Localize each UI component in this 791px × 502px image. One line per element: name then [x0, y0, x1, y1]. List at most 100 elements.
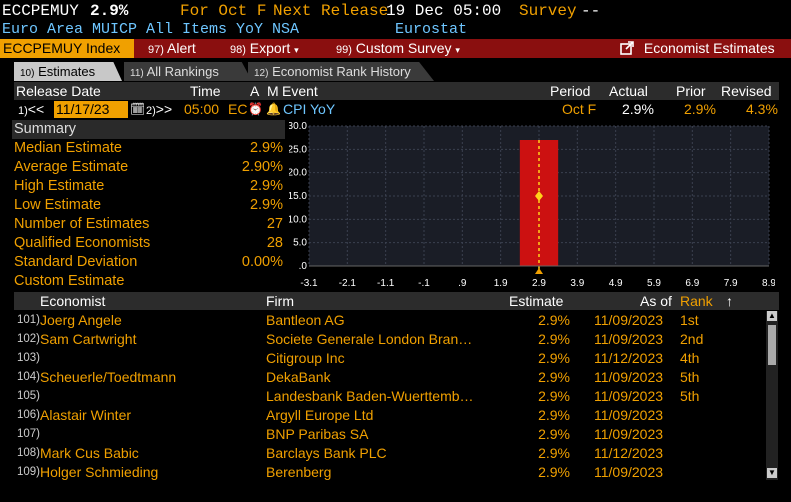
sort-arrow-icon[interactable]: ↑ [726, 293, 733, 309]
summary-row: Standard Deviation 0.00% [14, 254, 283, 270]
x-tick-label: 1.9 [494, 278, 508, 289]
tab-estimates[interactable]: 10) Estimates [14, 62, 122, 81]
x-tick-label: 6.9 [685, 278, 699, 289]
economist-estimates-button[interactable]: Economist Estimates [620, 39, 775, 58]
table-row[interactable]: 105) Landesbank Baden-Wuerttemb… 2.9% 11/09… [17, 388, 700, 404]
col-a[interactable]: A [250, 83, 260, 99]
summary-row: Number of Estimates 27 [14, 216, 283, 232]
release-date-input[interactable]: 11/17/23 [54, 101, 128, 118]
release-revised: 4.3% [746, 101, 778, 117]
col-actual[interactable]: Actual [609, 83, 648, 99]
col-time[interactable]: Time [190, 83, 221, 99]
release-prior: 2.9% [684, 101, 716, 117]
y-tick-label: 25.0 [289, 144, 307, 155]
economist-table-header: Economist Firm Estimate As of Rank ↑ [14, 292, 779, 310]
x-tick-label: -.1 [418, 278, 430, 289]
col-m[interactable]: M [267, 83, 279, 99]
table-row[interactable]: 101) Joerg Angele Bantleon AG 2.9% 11/09/202… [17, 312, 699, 328]
survey-value: -- [581, 2, 601, 20]
next-release-button[interactable]: 2)>> [146, 101, 173, 117]
scroll-up-icon[interactable]: ▲ [767, 311, 777, 321]
x-tick-label: -1.1 [377, 278, 395, 289]
col-revised[interactable]: Revised [721, 83, 772, 99]
col-rank[interactable]: Rank [680, 293, 713, 309]
ticker-field[interactable]: ECCPEMUY Index [0, 39, 134, 58]
summary-row: Low Estimate 2.9% [14, 197, 283, 213]
current-value: 2.9% [90, 2, 129, 20]
y-tick-label: .0 [299, 261, 308, 272]
export-button[interactable]: 98) Export ▾ [230, 40, 299, 56]
x-tick-label: -3.1 [300, 278, 318, 289]
col-release-date[interactable]: Release Date [16, 83, 101, 99]
tab-all-rankings[interactable]: 11) All Rankings [124, 62, 252, 81]
alarm-icon[interactable]: ⏰ [248, 102, 263, 116]
source: Eurostat [395, 21, 468, 38]
custom-survey-button[interactable]: 99) Custom Survey ▾ [336, 40, 460, 56]
table-scrollbar[interactable]: ▲ ▼ [766, 311, 778, 480]
external-link-icon [620, 41, 634, 55]
x-tick-label: 3.9 [570, 278, 584, 289]
axis-marker [535, 268, 543, 274]
calendar-icon[interactable]: 🗓 [130, 102, 146, 116]
summary-row: Average Estimate 2.90% [14, 159, 283, 175]
col-prior[interactable]: Prior [676, 83, 706, 99]
summary-panel: Summary Median Estimate 2.9% Average Esti… [12, 120, 285, 290]
x-tick-label: 2.9 [532, 278, 546, 289]
y-tick-label: 10.0 [289, 214, 307, 225]
chart-svg: 30.0 25.0 20.0 15.0 10.0 5.0 .0 -3.1 -2.1 -1.1 -.1… [288, 121, 777, 289]
bell-icon[interactable]: 🔔 [266, 102, 281, 116]
for-period: For Oct F [180, 2, 267, 20]
custom-survey-dropdown-icon: ▾ [455, 45, 460, 55]
estimate-distribution-chart: 30.0 25.0 20.0 15.0 10.0 5.0 .0 -3.1 -2.1 -1.1 -.1… [288, 120, 777, 292]
export-dropdown-icon: ▾ [294, 45, 299, 55]
col-firm[interactable]: Firm [266, 293, 294, 309]
table-row[interactable]: 104) Scheuerle/Toedtmann DekaBank 2.9% 11/09… [17, 369, 700, 385]
next-release-label: Next Release [273, 2, 389, 20]
x-tick-label: 7.9 [724, 278, 738, 289]
col-as-of[interactable]: As of [640, 293, 672, 309]
col-economist[interactable]: Economist [40, 293, 106, 309]
tab-bar: 10) Estimates 11) All Rankings 12) Econo… [0, 62, 791, 81]
table-row[interactable]: 106) Alastair Winter Argyll Europe Ltd 2.9%… [17, 407, 664, 423]
prev-release-button[interactable]: 1)<< [18, 101, 45, 117]
summary-row-custom[interactable]: Custom Estimate [14, 273, 125, 289]
col-period[interactable]: Period [550, 83, 591, 99]
median-marker [535, 191, 543, 201]
y-tick-label: 30.0 [289, 121, 307, 132]
summary-row: Median Estimate 2.9% [14, 140, 283, 156]
release-country: EC [228, 101, 248, 117]
y-tick-label: 5.0 [293, 238, 307, 249]
alert-button[interactable]: 97) Alert [148, 40, 196, 56]
release-actual: 2.9% [622, 101, 654, 117]
next-release-date: 19 Dec 05:00 [386, 2, 502, 20]
scroll-thumb[interactable] [768, 325, 776, 365]
table-row[interactable]: 103) Citigroup Inc 2.9% 11/12/2023 4th [17, 350, 700, 366]
col-estimate[interactable]: Estimate [509, 293, 564, 309]
release-column-header: Release Date Time A M Event Period Actua… [14, 82, 779, 100]
table-row[interactable]: 108) Mark Cus Babic Barclays Bank PLC 2.9% 1… [17, 445, 664, 461]
description: Euro Area MUICP All Items YoY NSA [2, 21, 300, 38]
summary-row: High Estimate 2.9% [14, 178, 283, 194]
security-description: Euro Area MUICP All Items YoY NSA Eurost… [0, 21, 791, 39]
col-event[interactable]: Event [282, 83, 318, 99]
summary-row: Qualified Economists 28 [14, 235, 283, 251]
y-tick-label: 15.0 [289, 191, 307, 202]
release-row: 1)<< 11/17/23 🗓 2)>> 05:00 EC ⏰ 🔔 CPI Yo… [0, 100, 791, 119]
toolbar: ECCPEMUY Index 97) Alert 98) Export ▾ 99… [0, 39, 791, 58]
x-tick-label: .9 [458, 278, 467, 289]
release-time: 05:00 [184, 101, 220, 117]
x-tick-label: 4.9 [609, 278, 623, 289]
scroll-down-icon[interactable]: ▼ [767, 468, 777, 478]
y-tick-label: 20.0 [289, 168, 307, 179]
x-tick-label: -2.1 [339, 278, 357, 289]
table-row[interactable]: 109) Holger Schmieding Berenberg 2.9% 11/09/… [17, 464, 664, 480]
table-row[interactable]: 107) BNP Paribas SA 2.9% 11/09/2023 [17, 426, 664, 442]
table-row[interactable]: 102) Sam Cartwright Societe Generale Londo… [17, 331, 704, 347]
event-name[interactable]: CPI YoY [283, 101, 336, 117]
release-period: Oct F [562, 101, 597, 117]
x-tick-label: 8.9 [762, 278, 775, 289]
summary-title: Summary [12, 120, 285, 139]
ticker: ECCPEMUY [2, 2, 79, 20]
tab-economist-rank-history[interactable]: 12) Economist Rank History [248, 62, 434, 81]
security-header: ECCPEMUY 2.9% For Oct F Next Release 19 … [0, 0, 791, 22]
